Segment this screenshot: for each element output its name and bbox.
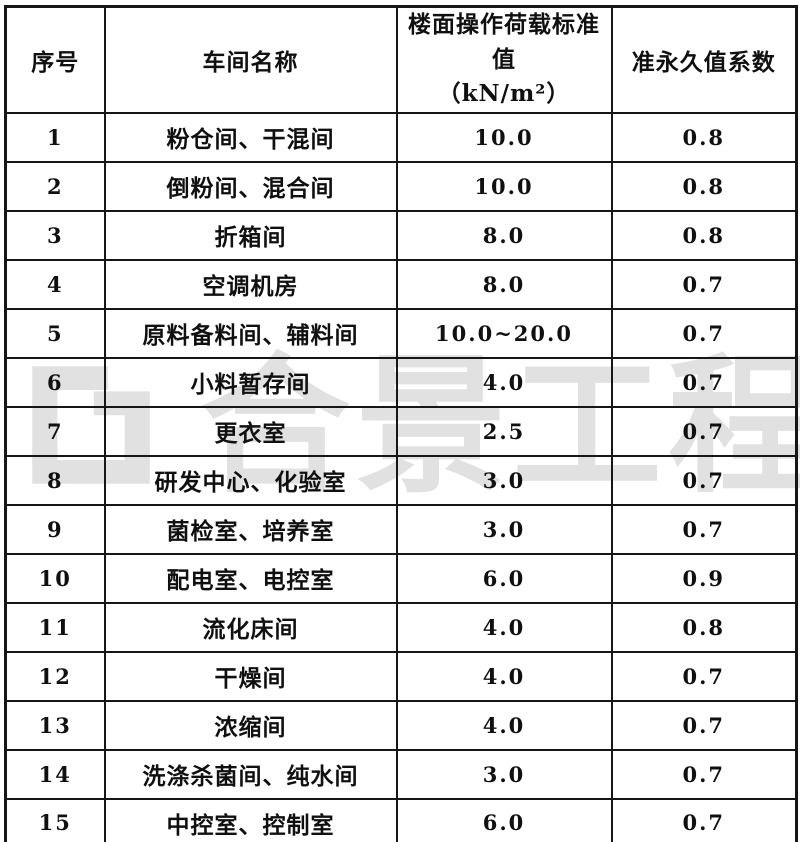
cell-coeff: 0.8 xyxy=(610,111,798,163)
table-row: 7 更衣室 2.5 0.7 xyxy=(4,405,798,457)
cell-seq: 13 xyxy=(4,699,106,751)
cell-name: 小料暂存间 xyxy=(103,356,398,408)
cell-seq: 6 xyxy=(4,356,106,408)
cell-coeff: 0.7 xyxy=(610,748,798,800)
table-row: 8 研发中心、化验室 3.0 0.7 xyxy=(4,454,798,506)
cell-load: 2.5 xyxy=(395,405,613,457)
cell-seq: 15 xyxy=(4,797,106,842)
cell-load: 8.0 xyxy=(395,258,613,310)
cell-name: 粉仓间、干混间 xyxy=(103,111,398,163)
cell-coeff: 0.8 xyxy=(610,601,798,653)
cell-load: 6.0 xyxy=(395,797,613,842)
cell-coeff: 0.7 xyxy=(610,650,798,702)
cell-coeff: 0.8 xyxy=(610,160,798,212)
cell-seq: 14 xyxy=(4,748,106,800)
cell-name: 菌检室、培养室 xyxy=(103,503,398,555)
cell-load: 4.0 xyxy=(395,356,613,408)
cell-load: 6.0 xyxy=(395,552,613,604)
cell-coeff: 0.7 xyxy=(610,356,798,408)
cell-name: 配电室、电控室 xyxy=(103,552,398,604)
cell-seq: 2 xyxy=(4,160,106,212)
cell-coeff: 0.7 xyxy=(610,454,798,506)
table-row: 13 浓缩间 4.0 0.7 xyxy=(4,699,798,751)
cell-load: 3.0 xyxy=(395,503,613,555)
header-name: 车间名称 xyxy=(103,5,398,114)
cell-seq: 3 xyxy=(4,209,106,261)
cell-coeff: 0.7 xyxy=(610,307,798,359)
header-seq: 序号 xyxy=(4,5,106,114)
table-row: 1 粉仓间、干混间 10.0 0.8 xyxy=(4,111,798,163)
table-row: 15 中控室、控制室 6.0 0.7 xyxy=(4,797,798,842)
cell-load: 3.0 xyxy=(395,748,613,800)
cell-name: 洗涤杀菌间、纯水间 xyxy=(103,748,398,800)
table-row: 5 原料备料间、辅料间 10.0~20.0 0.7 xyxy=(4,307,798,359)
table-row: 4 空调机房 8.0 0.7 xyxy=(4,258,798,310)
cell-name: 流化床间 xyxy=(103,601,398,653)
cell-load: 10.0~20.0 xyxy=(395,307,613,359)
table-row: 12 干燥间 4.0 0.7 xyxy=(4,650,798,702)
cell-load: 10.0 xyxy=(395,111,613,163)
cell-load: 4.0 xyxy=(395,601,613,653)
cell-name: 研发中心、化验室 xyxy=(103,454,398,506)
cell-seq: 7 xyxy=(4,405,106,457)
cell-load: 4.0 xyxy=(395,699,613,751)
cell-name: 倒粉间、混合间 xyxy=(103,160,398,212)
cell-coeff: 0.9 xyxy=(610,552,798,604)
cell-coeff: 0.8 xyxy=(610,209,798,261)
cell-name: 折箱间 xyxy=(103,209,398,261)
cell-coeff: 0.7 xyxy=(610,699,798,751)
cell-name: 浓缩间 xyxy=(103,699,398,751)
table-row: 10 配电室、电控室 6.0 0.9 xyxy=(4,552,798,604)
cell-load: 10.0 xyxy=(395,160,613,212)
cell-name: 空调机房 xyxy=(103,258,398,310)
cell-coeff: 0.7 xyxy=(610,258,798,310)
cell-seq: 12 xyxy=(4,650,106,702)
cell-name: 中控室、控制室 xyxy=(103,797,398,842)
cell-seq: 1 xyxy=(4,111,106,163)
cell-seq: 11 xyxy=(4,601,106,653)
table-row: 2 倒粉间、混合间 10.0 0.8 xyxy=(4,160,798,212)
header-load-line1: 楼面操作荷载标准值 xyxy=(408,11,600,73)
cell-name: 原料备料间、辅料间 xyxy=(103,307,398,359)
cell-seq: 9 xyxy=(4,503,106,555)
table-row: 14 洗涤杀菌间、纯水间 3.0 0.7 xyxy=(4,748,798,800)
table-row: 3 折箱间 8.0 0.8 xyxy=(4,209,798,261)
floor-load-table: 序号 车间名称 楼面操作荷载标准值 （kN/m²） 准永久值系数 1 粉仓间、干… xyxy=(4,5,798,842)
cell-load: 4.0 xyxy=(395,650,613,702)
header-coeff: 准永久值系数 xyxy=(610,5,798,114)
header-load-line2: （kN/m²） xyxy=(437,80,571,107)
cell-seq: 5 xyxy=(4,307,106,359)
cell-load: 3.0 xyxy=(395,454,613,506)
cell-coeff: 0.7 xyxy=(610,405,798,457)
cell-name: 更衣室 xyxy=(103,405,398,457)
cell-seq: 8 xyxy=(4,454,106,506)
table-row: 6 小料暂存间 4.0 0.7 xyxy=(4,356,798,408)
table-header-row: 序号 车间名称 楼面操作荷载标准值 （kN/m²） 准永久值系数 xyxy=(4,5,798,114)
cell-seq: 4 xyxy=(4,258,106,310)
table-row: 9 菌检室、培养室 3.0 0.7 xyxy=(4,503,798,555)
cell-coeff: 0.7 xyxy=(610,797,798,842)
cell-coeff: 0.7 xyxy=(610,503,798,555)
header-load: 楼面操作荷载标准值 （kN/m²） xyxy=(395,5,613,114)
cell-load: 8.0 xyxy=(395,209,613,261)
cell-seq: 10 xyxy=(4,552,106,604)
cell-name: 干燥间 xyxy=(103,650,398,702)
table-row: 11 流化床间 4.0 0.8 xyxy=(4,601,798,653)
